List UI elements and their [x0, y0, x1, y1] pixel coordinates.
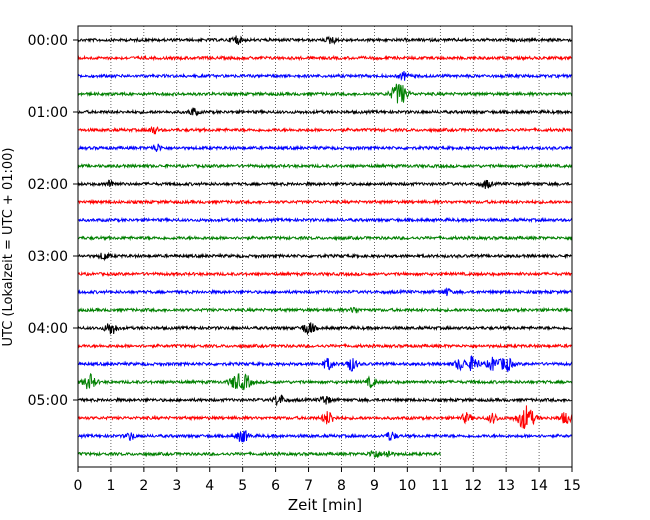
y-tick-label: 04:00: [28, 321, 68, 337]
x-tick-label: 4: [205, 478, 214, 494]
trace-line: [77, 107, 573, 117]
trace-line: [77, 83, 573, 104]
plot-frame: [77, 25, 573, 468]
y-tick-label: 00:00: [28, 33, 68, 49]
trace-line: [77, 198, 573, 206]
trace-line: [77, 430, 573, 443]
x-tick-label: 2: [139, 478, 148, 494]
trace-line: [77, 125, 573, 135]
trace-line: [77, 162, 573, 170]
x-tick-label: 9: [370, 478, 379, 494]
x-tick-label: 5: [238, 478, 247, 494]
x-tick-label: 0: [74, 478, 83, 494]
trace-line: [77, 70, 573, 81]
x-tick-label: 6: [271, 478, 280, 494]
trace-line: [77, 143, 573, 152]
trace-line: [77, 216, 573, 224]
trace-line: [77, 355, 573, 373]
y-tick-label: 01:00: [28, 105, 68, 121]
trace-line: [77, 342, 573, 350]
trace-line: [77, 179, 573, 190]
x-tick-label: 11: [431, 478, 449, 494]
y-tick-label: 03:00: [28, 249, 68, 265]
x-axis-label: Zeit [min]: [288, 496, 362, 514]
trace-line: [77, 287, 573, 297]
x-axis-ticks: 0 1 2 3 4 5 6 7 8 9 10 11 12 13 14 15: [74, 467, 581, 494]
x-tick-label: 15: [563, 478, 581, 494]
trace-line: [77, 54, 573, 62]
x-tick-label: 12: [464, 478, 482, 494]
x-tick-label: 1: [106, 478, 115, 494]
trace-line: [77, 306, 573, 314]
x-tick-label: 13: [497, 478, 515, 494]
x-tick-label: 3: [172, 478, 181, 494]
y-tick-label: 02:00: [28, 177, 68, 193]
seismic-traces: [77, 35, 573, 458]
y-axis-ticks: 00:00 01:00 02:00 03:00 04:00 05:00: [28, 33, 78, 409]
trace-line: [77, 234, 573, 242]
trace-line: [77, 372, 573, 391]
y-tick-label: 05:00: [28, 393, 68, 409]
trace-line: [77, 394, 573, 407]
trace-line: [77, 405, 573, 429]
y-axis-label: UTC (Lokalzeit = UTC + 01:00): [1, 148, 16, 347]
trace-line: [77, 270, 573, 278]
x-tick-label: 7: [304, 478, 313, 494]
trace-line: [77, 251, 573, 262]
trace-line: [77, 35, 573, 46]
x-tick-label: 10: [398, 478, 416, 494]
trace-line: [77, 322, 573, 336]
x-tick-label: 14: [530, 478, 548, 494]
x-tick-label: 8: [337, 478, 346, 494]
trace-line: [77, 450, 441, 458]
